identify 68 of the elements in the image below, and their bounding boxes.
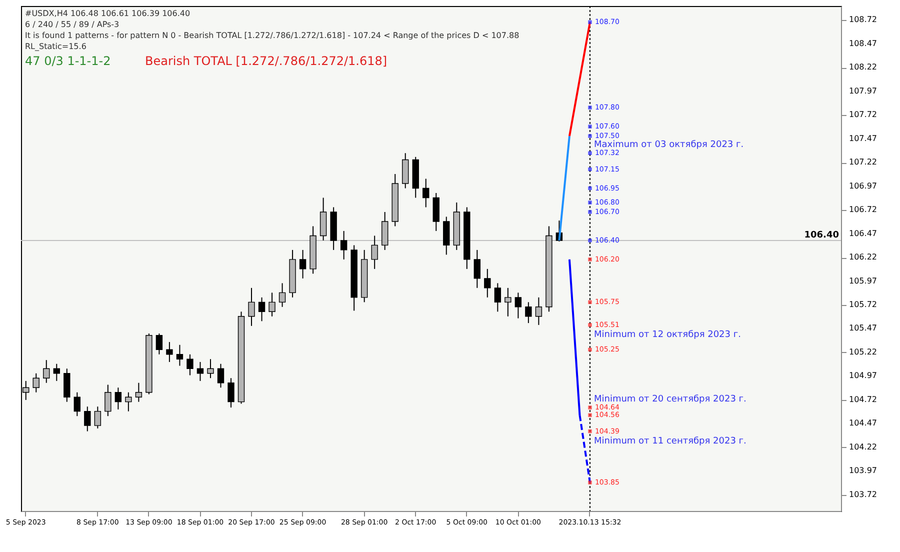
candlestick (84, 406, 91, 432)
annotation: 6 / 240 / 55 / 89 / APs-3 (25, 20, 120, 29)
candlestick (248, 287, 255, 326)
y-tick-label: 105.22 (849, 347, 877, 356)
y-tick-label: 104.47 (849, 418, 877, 428)
y-tick-label: 103.97 (849, 466, 877, 476)
candlestick (535, 296, 542, 326)
y-tick-label: 106.47 (849, 228, 877, 238)
y-tick-label: 108.22 (849, 62, 877, 72)
candlestick (64, 368, 70, 402)
candlestick (94, 406, 102, 429)
y-tick-label: 106.97 (849, 181, 877, 190)
y-tick-label: 105.72 (849, 300, 877, 310)
y-tick-label: 104.72 (849, 394, 877, 404)
candlestick (504, 287, 512, 317)
annotation: 47 0/3 1-1-1-2 (25, 54, 111, 68)
candlestick (74, 392, 81, 417)
candlestick (422, 178, 430, 208)
candlestick (340, 230, 348, 260)
candlestick (104, 384, 112, 417)
y-tick-label: 107.97 (849, 86, 877, 96)
y-tick-label: 108.47 (849, 38, 877, 48)
annotation: Minimum от 20 сентября 2023 г. (594, 394, 746, 405)
y-tick-label: 104.97 (849, 371, 877, 380)
candlestick (196, 361, 204, 382)
candlestick (125, 392, 132, 412)
y-tick-label: 103.72 (849, 490, 877, 499)
candlestick (299, 249, 306, 279)
candlestick (217, 363, 224, 388)
candlestick (228, 378, 234, 408)
annotation: It is found 1 patterns - for pattern N 0 - Bearish TOTAL [1.272/.786/1.272/1.618] - 107.24 < Range of the prices D < 107.88 (25, 31, 520, 40)
candlestick (176, 344, 184, 366)
candlestick (443, 216, 450, 256)
y-tick-label: 105.97 (849, 276, 877, 286)
candlestick (514, 292, 522, 319)
candlestick (525, 302, 532, 324)
candlestick (278, 282, 286, 308)
candlestick (268, 292, 276, 317)
y-tick-label: 107.47 (849, 134, 877, 143)
candlestick (166, 342, 173, 362)
y-tick-label: 107.22 (849, 158, 877, 167)
y-tick-label: 106.72 (849, 205, 877, 214)
annotation: Bearish TOTAL [1.272/.786/1.272/1.618] (145, 54, 388, 68)
candlestick (53, 363, 60, 382)
y-tick-label: 104.22 (849, 442, 877, 452)
candlestick (484, 268, 491, 298)
y-tick-label: 108.72 (849, 15, 877, 24)
candlestick (207, 358, 214, 379)
chart-title: #USDX,H4 106.48 106.61 106.39 106.40 (25, 9, 190, 18)
candlestick (156, 332, 163, 355)
candlestick (135, 382, 142, 402)
annotation: Maximum от 03 октября 2023 г. (594, 140, 744, 150)
candlestick (432, 192, 440, 232)
candlestick (258, 296, 266, 322)
y-tick-label: 107.72 (849, 110, 877, 120)
annotation: Minimum от 11 сентября 2023 г. (594, 436, 746, 446)
candlestick (32, 372, 40, 393)
candlestick (186, 354, 194, 376)
annotation: Minimum от 12 октября 2023 г. (594, 330, 741, 340)
candlestick (43, 360, 50, 384)
candlestick (474, 249, 481, 288)
ref-line-label: 106.40 (804, 230, 839, 240)
y-tick-label: 105.47 (849, 324, 877, 333)
annotation: RL_Static=15.6 (25, 42, 86, 51)
candlestick (494, 282, 502, 312)
candlestick (114, 387, 122, 410)
y-tick-label: 106.22 (849, 252, 877, 262)
candlestick (402, 152, 409, 189)
